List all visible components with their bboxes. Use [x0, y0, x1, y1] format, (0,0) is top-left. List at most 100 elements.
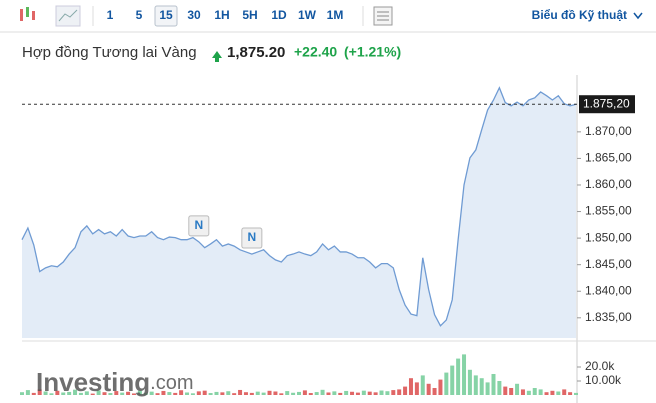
volume-bar — [367, 391, 372, 395]
volume-bar — [285, 391, 290, 395]
volume-bar — [179, 390, 184, 395]
interval-selected — [154, 5, 178, 27]
volume-bar — [532, 387, 537, 395]
volume-bar — [450, 365, 455, 395]
volume-bar — [108, 393, 113, 395]
y-tick-label: 1.835,00 — [585, 310, 632, 324]
volume-bar — [90, 393, 95, 395]
news-marker-text: N — [248, 230, 257, 244]
volume-bar — [67, 391, 72, 395]
volume-bar — [273, 391, 278, 395]
volume-bar — [102, 392, 107, 395]
volume-bar — [355, 392, 360, 395]
volume-bar — [444, 372, 449, 395]
volume-bar — [391, 390, 396, 395]
watermark-suffix: .com — [150, 372, 193, 394]
y-tick-label: 1.845,00 — [585, 257, 632, 271]
technical-chart-link[interactable]: Biểu đồ Kỹ thuật — [532, 8, 627, 22]
interval-button[interactable]: 1H — [214, 8, 229, 22]
volume-bar — [120, 392, 125, 395]
volume-bar — [297, 391, 301, 395]
volume-bar — [574, 392, 578, 395]
volume-bar — [78, 392, 83, 395]
volume-bar — [438, 379, 443, 395]
volume-bar — [96, 390, 101, 395]
up-arrow — [212, 51, 222, 62]
candle-icon[interactable] — [20, 7, 35, 21]
volume-bar — [25, 390, 30, 395]
instrument-title: Hợp đồng Tương lai Vàng — [22, 44, 197, 61]
volume-bar — [126, 391, 131, 395]
interval-button[interactable]: 1M — [327, 8, 344, 22]
volume-bar — [226, 391, 231, 395]
volume-bar — [43, 391, 48, 395]
watermark: Investing.com — [36, 367, 193, 397]
watermark-brand: Investing — [36, 367, 150, 397]
volume-bar — [497, 380, 502, 395]
y-tick-label: 1.850,00 — [585, 230, 632, 244]
y-tick-label: 1.860,00 — [585, 177, 632, 191]
volume-bar — [20, 392, 24, 395]
volume-bar — [196, 391, 201, 395]
change-pct: (+1.21%) — [344, 44, 401, 60]
volume-bar — [202, 390, 207, 395]
change: +22.40 — [294, 44, 337, 60]
volume-bar — [61, 392, 66, 395]
volume-bar — [462, 354, 467, 395]
volume-bar — [84, 391, 89, 395]
volume-bar — [185, 392, 190, 395]
interval-button[interactable]: 15 — [159, 8, 173, 22]
news-marker[interactable] — [241, 227, 263, 249]
volume-bar — [308, 393, 313, 395]
volume-bar — [467, 369, 472, 395]
volume-bar — [550, 390, 555, 395]
volume-bar — [520, 389, 525, 395]
volume-bar — [291, 392, 296, 395]
volume-bar — [479, 378, 484, 395]
interval-button[interactable]: 5 — [136, 8, 143, 22]
volume-bar — [37, 389, 42, 395]
interval-button[interactable]: 1W — [298, 8, 317, 22]
volume-bar — [503, 386, 508, 395]
y-tick-label: 1.870,00 — [585, 124, 632, 138]
volume-bar — [49, 393, 54, 395]
volume-bar — [320, 389, 325, 395]
news-marker[interactable] — [188, 215, 210, 237]
volume-bar — [220, 392, 225, 395]
volume-bar — [173, 392, 178, 395]
volume-bar — [456, 358, 461, 395]
volume-tick-label: 20.0k — [585, 359, 615, 373]
volume-bar — [491, 373, 496, 395]
volume-bar — [538, 389, 543, 395]
interval-button[interactable]: 5H — [242, 8, 257, 22]
y-tick-label: 1.840,00 — [585, 283, 632, 297]
volume-bar — [556, 391, 561, 395]
volume-bar — [208, 393, 213, 395]
price-area — [22, 87, 576, 338]
volume-bar — [238, 389, 243, 395]
volume-bar — [515, 383, 520, 395]
volume-bar — [361, 390, 366, 395]
volume-bar — [137, 390, 142, 395]
volume-bar — [190, 393, 195, 395]
interval-button[interactable]: 30 — [187, 8, 201, 22]
volume-bar — [485, 382, 490, 395]
volume-bar — [403, 386, 408, 395]
interval-button[interactable]: 1D — [271, 8, 287, 22]
volume-bar — [414, 382, 419, 395]
price: 1,875.20 — [227, 44, 285, 61]
volume-bar — [326, 392, 331, 395]
volume-bar — [267, 390, 272, 395]
volume-bar — [397, 389, 402, 395]
volume-bar — [568, 392, 573, 395]
volume-bar — [408, 378, 413, 395]
volume-bar — [73, 389, 78, 395]
interval-button[interactable]: 1 — [107, 8, 114, 22]
volume-tick-label: 10.00k — [585, 373, 622, 387]
last-price-label: 1.875,20 — [583, 96, 630, 110]
volume-bar — [131, 393, 136, 395]
volume-bar — [420, 375, 425, 395]
chevron[interactable] — [633, 12, 643, 20]
